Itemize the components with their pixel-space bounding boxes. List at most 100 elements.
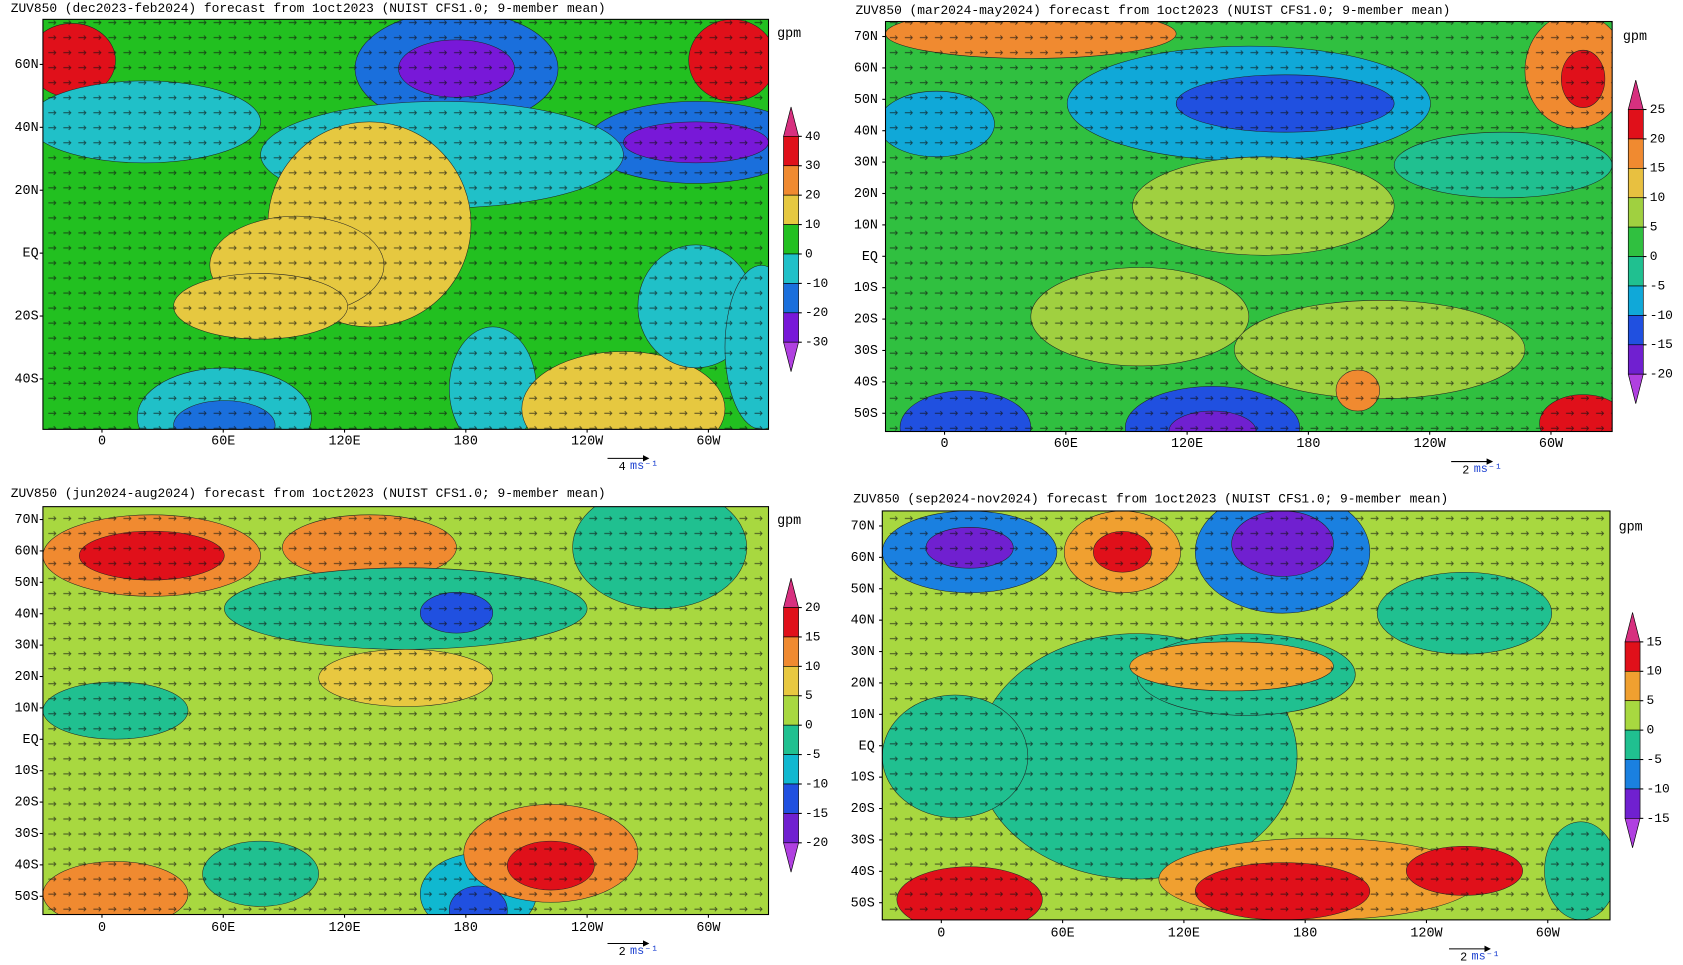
colorbar-label: 25	[1650, 102, 1665, 117]
lat-label: 40N	[854, 124, 878, 139]
colorbar-label: 15	[1647, 634, 1662, 649]
unit-label: gpm	[1619, 521, 1643, 536]
panel-title: ZUV850 (sep2024-nov2024) forecast from 1…	[853, 492, 1448, 507]
reference-unit: ms⁻¹	[1472, 949, 1500, 963]
colorbar-segment	[1624, 729, 1641, 760]
colorbar-segment	[1627, 285, 1644, 316]
colorbar-label: -20	[805, 305, 828, 320]
lat-label: 30N	[851, 645, 875, 660]
colorbar-segment	[783, 165, 799, 196]
colorbar-end	[1627, 373, 1644, 404]
lat-label: 10N	[851, 708, 875, 723]
lon-label: 0	[941, 437, 949, 452]
colorbar-segment	[1627, 138, 1644, 169]
lon-label: 180	[1293, 926, 1317, 941]
reference-unit: ms⁻¹	[630, 459, 658, 473]
lat-label: 20N	[14, 670, 38, 685]
colorbar-label: 5	[805, 688, 813, 703]
lat-label: 40S	[854, 375, 878, 390]
lat-label: 20S	[851, 802, 875, 817]
colorbar-label: 20	[805, 600, 820, 615]
lat-label: 10N	[854, 218, 878, 233]
lat-label: 30N	[854, 156, 878, 171]
colorbar-label: 10	[805, 659, 820, 674]
lat-label: 40S	[14, 372, 38, 387]
colorbar-segment	[783, 813, 799, 844]
lon-label: 180	[454, 921, 478, 936]
map-frame	[42, 506, 770, 916]
lat-label: 50N	[851, 582, 875, 597]
colorbar-label: 30	[805, 158, 820, 173]
colorbar-segment	[783, 724, 799, 755]
reference-unit: ms⁻¹	[630, 944, 658, 958]
colorbar-end	[1624, 612, 1641, 643]
colorbar-label: -20	[805, 835, 828, 850]
lat-label: 10N	[14, 701, 38, 716]
colorbar-end	[783, 341, 799, 372]
map	[885, 21, 1613, 432]
lon-label: 60E	[211, 435, 235, 450]
map-frame	[884, 20, 1613, 433]
lat-label: 20N	[854, 187, 878, 202]
colorbar-label: -30	[805, 335, 828, 350]
colorbar-segment	[783, 666, 799, 697]
lat-label: 30N	[14, 639, 38, 654]
colorbar-label: 20	[1650, 131, 1665, 146]
lat-label: 20S	[854, 313, 878, 328]
colorbar-label: 0	[1647, 723, 1655, 738]
colorbar-segment	[783, 636, 799, 667]
lat-label: 60N	[851, 551, 875, 566]
map	[882, 510, 1611, 920]
lon-label: 60W	[696, 921, 721, 936]
reference-value: 2	[619, 945, 626, 959]
unit-label: gpm	[1623, 30, 1647, 45]
lon-label: 120E	[328, 435, 360, 450]
colorbar-label: 20	[805, 188, 820, 203]
lat-label: 60N	[14, 544, 38, 559]
colorbar-label: 0	[1650, 249, 1658, 264]
unit-label: gpm	[777, 514, 801, 529]
map-frame	[881, 510, 1611, 921]
lon-label: 120E	[1168, 926, 1200, 941]
colorbar-label: -15	[1647, 811, 1670, 826]
lat-label: 50S	[854, 407, 878, 422]
colorbar-label: 15	[1650, 161, 1665, 176]
colorbar-segment	[783, 194, 799, 225]
colorbar-label: -15	[805, 806, 828, 821]
colorbar-segment	[1624, 670, 1641, 702]
colorbar-label: -15	[1650, 337, 1673, 352]
lon-label: 120W	[571, 921, 604, 936]
colorbar-label: 5	[1650, 220, 1658, 235]
colorbar-label: -5	[1647, 752, 1662, 767]
colorbar-label: -10	[1650, 308, 1673, 323]
lon-label: 60E	[211, 921, 235, 936]
lon-label: 60W	[696, 435, 721, 450]
lon-label: 120E	[1171, 437, 1203, 452]
colorbar-segment	[783, 283, 799, 314]
lon-label: 180	[454, 435, 478, 450]
reference-unit: ms⁻¹	[1474, 462, 1502, 476]
colorbar-end	[783, 106, 799, 137]
lat-label: 70N	[851, 520, 875, 535]
colorbar-segment	[1627, 256, 1644, 287]
colorbar-label: 0	[805, 718, 813, 733]
lon-label: 60E	[1054, 437, 1078, 452]
colorbar-segment	[1624, 700, 1641, 731]
colorbar-label: -5	[1650, 278, 1665, 293]
colorbar-segment	[783, 754, 799, 785]
colorbar-label: 10	[1647, 664, 1662, 679]
map-frame	[42, 18, 770, 430]
lat-label: 70N	[854, 30, 878, 45]
colorbar-segment	[783, 607, 799, 638]
lat-label: EQ	[859, 739, 875, 754]
colorbar-segment	[783, 695, 799, 726]
lon-label: 0	[98, 435, 106, 450]
lon-label: 180	[1296, 437, 1320, 452]
lon-label: 60W	[1539, 437, 1564, 452]
wind-vectors	[42, 506, 769, 915]
colorbar-segment	[783, 312, 799, 343]
lat-label: 40N	[14, 121, 38, 136]
colorbar-label: 0	[805, 246, 813, 261]
